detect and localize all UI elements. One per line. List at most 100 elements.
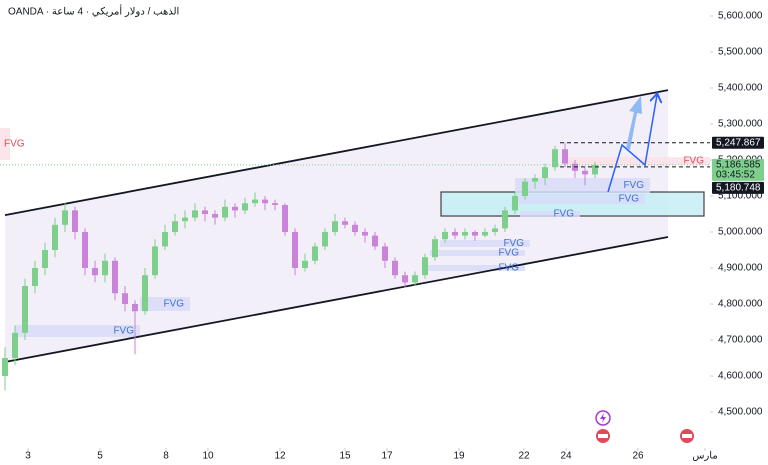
candle-body	[252, 199, 258, 204]
candle-body	[582, 170, 588, 175]
candle-body	[502, 210, 508, 229]
y-tick-label: 4,600.000	[718, 371, 763, 382]
fvg-label: FVG	[683, 156, 704, 167]
channel-line	[4, 89, 669, 216]
y-tick-label: 5,000.000	[718, 227, 763, 238]
candle-body	[62, 210, 68, 225]
y-tick-label: 5,400.000	[718, 83, 763, 94]
candle-body	[2, 358, 8, 377]
x-tick-label: 24	[560, 451, 572, 462]
fvg-zone	[15, 324, 140, 338]
fvg-label: FVG	[113, 326, 134, 337]
candle-body	[22, 285, 28, 333]
candle-body	[142, 275, 148, 312]
candle-body	[342, 221, 348, 225]
y-tick-label: 4,700.000	[718, 335, 763, 346]
candle-body	[182, 217, 188, 222]
candle-body	[172, 221, 178, 232]
price-label-box	[712, 136, 764, 149]
candle-body	[562, 149, 568, 164]
y-tick-label: 5,300.000	[718, 119, 763, 130]
candle-body	[472, 231, 478, 236]
candle-body	[442, 231, 448, 240]
x-tick-label: 22	[518, 451, 530, 462]
price-label: 5,186.585	[716, 159, 761, 170]
candle-body	[272, 203, 278, 205]
candle-body	[392, 260, 398, 276]
fvg-zone	[440, 239, 530, 248]
candle-body	[102, 260, 108, 276]
candle-body	[532, 177, 538, 182]
footer-icons	[595, 410, 694, 443]
candle-body	[372, 235, 378, 247]
candle-body	[482, 231, 488, 236]
candle-body	[212, 213, 218, 218]
projection-arrow-fill	[626, 96, 642, 150]
candle-body	[262, 199, 268, 204]
candle-body	[492, 228, 498, 232]
price-label-box	[712, 181, 764, 194]
fvg-zone	[0, 127, 10, 160]
y-tick-label: 4,900.000	[718, 263, 763, 274]
x-tick-label: 19	[453, 451, 465, 462]
fvg-label: FVG	[553, 209, 574, 220]
candle-body	[192, 210, 198, 218]
candle-body	[242, 203, 248, 211]
fvg-label: FVG	[498, 263, 519, 274]
x-tick-label: 8	[163, 451, 169, 462]
candle-body	[542, 167, 548, 178]
candle-body	[362, 231, 368, 236]
y-tick-label: 5,100.000	[718, 191, 763, 202]
projection-arrow	[607, 95, 657, 193]
candle-body	[512, 195, 518, 211]
x-tick-label: 26	[632, 451, 644, 462]
price-label: 5,180.748	[716, 182, 761, 193]
candle-body	[292, 231, 298, 268]
fvg-label: FVG	[618, 194, 639, 205]
y-tick-label: 4,800.000	[718, 299, 763, 310]
fvg-zone	[425, 265, 525, 271]
candle-body	[422, 257, 428, 276]
fvg-label: FVG	[623, 180, 644, 191]
candle-body	[202, 210, 208, 214]
candle-body	[332, 221, 338, 232]
candle-body	[452, 231, 458, 236]
x-tick-label: 10	[202, 451, 214, 462]
candle-body	[432, 239, 438, 258]
fvg-zone	[565, 157, 710, 166]
candle-body	[322, 231, 328, 247]
candle-body	[52, 224, 58, 250]
candle-body	[122, 293, 128, 304]
fvg-zone	[140, 297, 190, 311]
candle-body	[132, 303, 138, 312]
candle-body	[32, 267, 38, 286]
candle-body	[302, 260, 308, 268]
candle-body	[82, 231, 88, 268]
x-tick-label: مارس	[692, 451, 717, 462]
candle-body	[12, 332, 18, 359]
candle-body	[352, 224, 358, 232]
candle-body	[232, 206, 238, 211]
price-label-box	[712, 158, 764, 181]
candle-body	[112, 260, 118, 294]
candle-body	[152, 246, 158, 276]
candle-body	[72, 210, 78, 232]
fvg-label: FVG	[4, 139, 25, 150]
fvg-zone	[515, 193, 645, 204]
y-tick-label: 4,500.000	[718, 407, 763, 418]
x-tick-label: 15	[339, 451, 351, 462]
candle-body	[282, 204, 288, 232]
candle-body	[402, 275, 408, 283]
candle-body	[312, 246, 318, 261]
x-tick-label: 12	[274, 451, 286, 462]
candle-body	[382, 246, 388, 261]
countdown: 03:45:52	[716, 169, 755, 180]
fvg-label: FVG	[163, 299, 184, 310]
x-tick-label: 17	[381, 451, 393, 462]
fvg-zone	[515, 177, 650, 194]
candle-body	[222, 206, 228, 218]
candle-body	[92, 267, 98, 276]
candle-body	[462, 231, 468, 236]
x-tick-label: 5	[97, 451, 103, 462]
